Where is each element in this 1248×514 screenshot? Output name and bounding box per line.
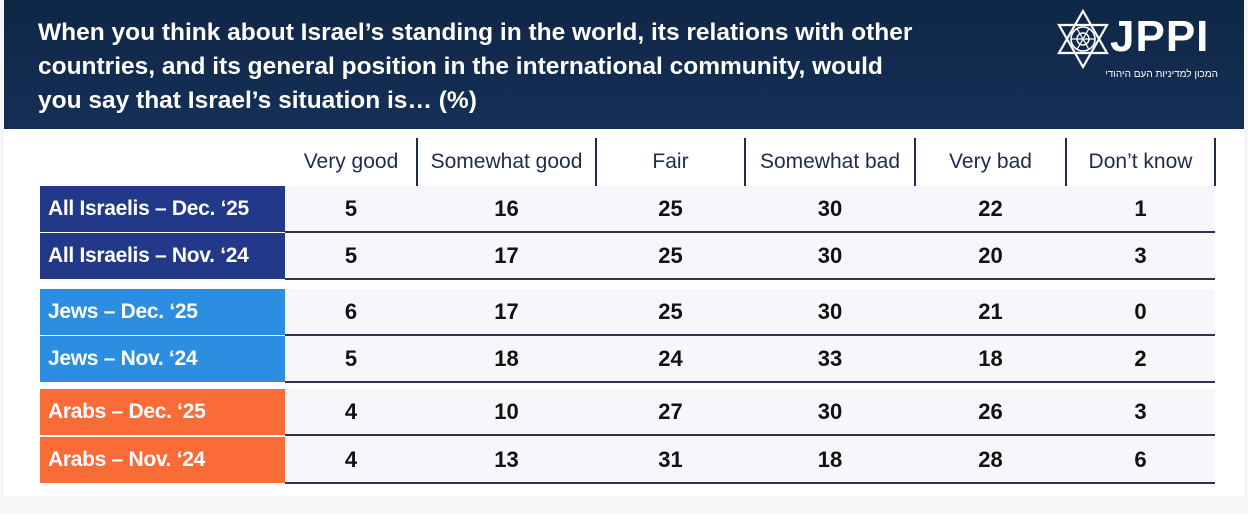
table-cell: 6 xyxy=(344,299,358,324)
column-header: Don’t know xyxy=(1088,150,1193,173)
table-cell: 6 xyxy=(1134,447,1147,472)
row-divider xyxy=(285,381,1215,383)
column-header: Somewhat bad xyxy=(759,150,901,173)
chart-title: When you think about Israel’s standing i… xyxy=(38,19,913,114)
column-divider xyxy=(416,138,418,186)
table-row xyxy=(285,233,1215,279)
row-label: All Israelis – Dec. ‘25 xyxy=(40,186,285,232)
column-header: Fair xyxy=(652,150,689,173)
table-cell: 22 xyxy=(978,196,1003,221)
table-cell: 20 xyxy=(978,243,1003,268)
column-divider xyxy=(1214,138,1216,186)
table-cell: 30 xyxy=(817,196,843,221)
logo-text: JPPI xyxy=(1110,12,1210,61)
table-cell: 25 xyxy=(658,299,683,324)
table-cell: 30 xyxy=(817,299,843,324)
table-cell: 33 xyxy=(817,346,843,371)
row-divider xyxy=(285,434,1215,436)
table-cell: 25 xyxy=(658,243,683,268)
table-cell: 17 xyxy=(494,243,519,268)
table-cell: 0 xyxy=(1134,299,1147,324)
table-cell: 30 xyxy=(817,399,843,424)
jppi-logo: JPPI המכון למדיניות העם היהודי xyxy=(1052,8,1222,88)
row-divider xyxy=(285,334,1215,336)
table-cell: 5 xyxy=(344,196,358,221)
column-header: Very good xyxy=(303,150,399,173)
table-cell: 13 xyxy=(494,447,519,472)
table-row xyxy=(285,437,1215,483)
row-divider xyxy=(285,231,1215,233)
table-cell: 30 xyxy=(817,243,843,268)
table-cell: 24 xyxy=(658,346,683,371)
table-cell: 3 xyxy=(1134,243,1147,268)
table-cell: 3 xyxy=(1134,399,1147,424)
table-cell: 1 xyxy=(1134,196,1147,221)
table-cell: 31 xyxy=(658,447,683,472)
table-cell: 4 xyxy=(344,399,358,424)
column-divider xyxy=(744,138,746,186)
header-banner xyxy=(4,0,1244,129)
table-cell: 18 xyxy=(494,346,519,371)
column-header: Somewhat good xyxy=(430,150,583,173)
row-label: All Israelis – Nov. ‘24 xyxy=(40,233,285,279)
column-divider xyxy=(595,138,597,186)
table-cell: 10 xyxy=(494,399,519,424)
column-header: Very bad xyxy=(949,150,1032,173)
column-divider xyxy=(1065,138,1067,186)
table-cell: 2 xyxy=(1134,346,1147,371)
column-divider xyxy=(914,138,916,186)
table-cell: 25 xyxy=(658,196,683,221)
row-label: Arabs – Dec. ‘25 xyxy=(40,389,285,435)
logo-subtitle: המכון למדיניות העם היהודי xyxy=(1105,69,1218,80)
row-label: Jews – Dec. ‘25 xyxy=(40,289,285,335)
table-cell: 17 xyxy=(494,299,519,324)
row-divider xyxy=(285,278,1215,280)
table-cell: 28 xyxy=(978,447,1003,472)
table-cell: 21 xyxy=(978,299,1003,324)
table-cell: 5 xyxy=(344,243,358,268)
table-cell: 16 xyxy=(494,196,519,221)
table-row xyxy=(285,389,1215,435)
table-cell: 27 xyxy=(658,399,683,424)
star-of-david-icon xyxy=(1057,8,1109,70)
table-cell: 5 xyxy=(344,346,358,371)
row-label: Jews – Nov. ‘24 xyxy=(40,336,285,382)
row-label: Arabs – Nov. ‘24 xyxy=(40,437,285,483)
table-cell: 4 xyxy=(344,447,358,472)
table-cell: 26 xyxy=(978,399,1003,424)
table-cell: 18 xyxy=(978,346,1003,371)
table-row xyxy=(285,336,1215,382)
table-row xyxy=(285,289,1215,335)
table-cell: 18 xyxy=(817,447,843,472)
table-row xyxy=(285,186,1215,232)
row-divider xyxy=(285,482,1215,484)
